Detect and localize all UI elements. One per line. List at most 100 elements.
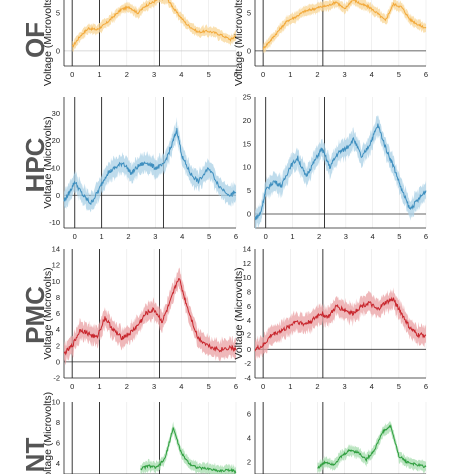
x-tick-label: 6 bbox=[234, 232, 238, 241]
mean-trace bbox=[254, 296, 427, 352]
x-tick-label: 4 bbox=[370, 382, 374, 391]
x-tick-label: 5 bbox=[207, 232, 211, 241]
y-tick-label: 20 bbox=[52, 136, 60, 145]
y-tick-label: 0 bbox=[56, 46, 60, 55]
confidence-band bbox=[317, 420, 426, 474]
y-tick-label: 8 bbox=[56, 418, 60, 427]
y-tick-label: 2 bbox=[247, 458, 251, 467]
y-axis-label: Voltage (Microvolts) bbox=[42, 0, 54, 86]
row-label-ofc-text: OF bbox=[20, 22, 50, 58]
x-tick-label: 6 bbox=[234, 382, 238, 391]
y-tick-label: 10 bbox=[52, 277, 60, 286]
x-tick-label: 0 bbox=[261, 70, 265, 79]
y-tick-label: 6 bbox=[56, 439, 60, 448]
y-tick-label: 6 bbox=[247, 410, 251, 419]
x-tick-label: 1 bbox=[97, 70, 101, 79]
confidence-band bbox=[64, 267, 236, 366]
x-tick-label: 2 bbox=[315, 70, 319, 79]
x-tick-label: 3 bbox=[342, 70, 346, 79]
x-tick-label: 2 bbox=[317, 232, 321, 241]
x-tick-label: 0 bbox=[73, 232, 77, 241]
y-tick-label: 10 bbox=[243, 163, 251, 172]
panel-nt-right: 2 4 6 bbox=[247, 402, 427, 474]
x-tick-label: 6 bbox=[424, 70, 428, 79]
mean-trace bbox=[262, 0, 427, 50]
confidence-band bbox=[72, 0, 236, 53]
x-tick-label: 5 bbox=[207, 70, 211, 79]
y-tick-label: 2 bbox=[247, 331, 251, 340]
y-tick-label: 0 bbox=[56, 191, 60, 200]
y-tick-label: 4 bbox=[247, 316, 251, 325]
x-tick-label: 0 bbox=[70, 70, 74, 79]
y-tick-label: 5 bbox=[247, 9, 251, 18]
x-tick-label: 2 bbox=[315, 382, 319, 391]
y-tick-label: 2 bbox=[56, 341, 60, 350]
y-tick-label: 5 bbox=[247, 186, 251, 195]
y-axis-label: Voltage (Microvolts) bbox=[42, 267, 54, 359]
x-tick-label: 6 bbox=[424, 232, 428, 241]
x-tick-label: 1 bbox=[288, 70, 292, 79]
x-tick-label: 5 bbox=[397, 232, 401, 241]
y-axis-label: Voltage (Microvolts) bbox=[233, 267, 245, 359]
confidence-band bbox=[255, 114, 426, 230]
x-tick-label: 4 bbox=[179, 70, 183, 79]
x-tick-label: 3 bbox=[153, 232, 157, 241]
y-tick-label: 6 bbox=[247, 302, 251, 311]
mean-trace bbox=[63, 278, 237, 356]
x-tick-label: 0 bbox=[261, 382, 265, 391]
mean-trace bbox=[71, 0, 237, 48]
y-tick-label: 14 bbox=[243, 245, 251, 254]
y-tick-label: 12 bbox=[52, 261, 60, 270]
row-label-pmc: PMC bbox=[20, 286, 50, 344]
y-tick-label: 10 bbox=[243, 273, 251, 282]
x-tick-label: 6 bbox=[424, 382, 428, 391]
x-tick-label: 4 bbox=[179, 382, 183, 391]
mean-trace bbox=[63, 127, 237, 206]
x-tick-label: 1 bbox=[97, 382, 101, 391]
y-tick-label: 30 bbox=[52, 109, 60, 118]
x-tick-label: 6 bbox=[234, 70, 238, 79]
x-tick-label: 4 bbox=[370, 70, 374, 79]
row-label-pmc-text: PMC bbox=[20, 286, 50, 344]
row-label-hpc-text: HPC bbox=[20, 137, 50, 192]
mean-trace bbox=[140, 427, 237, 474]
x-tick-label: 5 bbox=[397, 382, 401, 391]
row-label-nt-text: NT bbox=[20, 438, 50, 473]
y-tick-label: 4 bbox=[56, 459, 60, 468]
y-tick-label: -2 bbox=[244, 359, 251, 368]
x-tick-label: 3 bbox=[342, 382, 346, 391]
x-tick-label: 4 bbox=[180, 232, 184, 241]
x-tick-label: 0 bbox=[70, 382, 74, 391]
y-axis-label: Voltage (Microvolts) bbox=[42, 392, 54, 474]
confidence-band bbox=[140, 421, 236, 474]
x-tick-label: 5 bbox=[397, 70, 401, 79]
x-tick-label: 2 bbox=[125, 70, 129, 79]
row-label-ofc: OF bbox=[20, 22, 50, 58]
y-tick-label: 25 bbox=[243, 93, 251, 102]
y-tick-label: 0 bbox=[56, 357, 60, 366]
confidence-band bbox=[64, 116, 236, 213]
y-tick-label: -2 bbox=[53, 374, 60, 383]
x-tick-label: 3 bbox=[152, 70, 156, 79]
y-tick-label: 5 bbox=[56, 9, 60, 18]
y-tick-label: 8 bbox=[247, 288, 251, 297]
y-tick-label: -10 bbox=[49, 218, 60, 227]
x-tick-label: 3 bbox=[152, 382, 156, 391]
y-tick-label: 0 bbox=[247, 209, 251, 218]
mean-trace bbox=[317, 424, 427, 469]
y-tick-label: 14 bbox=[52, 245, 60, 254]
x-tick-label: 1 bbox=[288, 382, 292, 391]
row-label-nt: NT bbox=[20, 438, 50, 473]
x-tick-label: 3 bbox=[344, 232, 348, 241]
x-tick-label: 2 bbox=[125, 382, 129, 391]
panel-hpc-right: 0 1 2 3 4 5 6 0 5 10 15 20 25 bbox=[243, 93, 428, 242]
mean-trace bbox=[254, 123, 427, 221]
y-axis-label: Voltage (Microvolts) bbox=[42, 116, 54, 208]
x-tick-label: 1 bbox=[290, 232, 294, 241]
